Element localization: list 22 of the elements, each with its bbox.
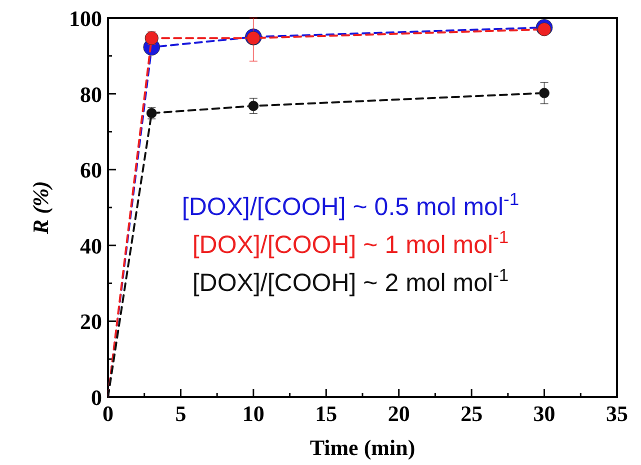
y-tick-label: 100	[69, 6, 102, 31]
point	[537, 22, 552, 36]
text: [DOX]/[COOH] ~ 1 mol mol$^{-1}$	[192, 227, 509, 259]
text: [DOX]/[COOH] ~ 2 mol mol$^{-1}$	[192, 265, 509, 297]
x-tick-label: 10	[242, 401, 264, 426]
point	[539, 88, 550, 98]
x-tick-label: 25	[460, 401, 483, 426]
y-tick-label: 0	[91, 385, 102, 410]
x-tick-label: 30	[533, 401, 556, 426]
y-tick-label: 20	[80, 309, 102, 334]
x-tick-label: 35	[606, 401, 628, 426]
series-label: [DOX]/[COOH] ~ 0.5 mol mol$^{-1}$	[182, 189, 520, 221]
x-axis-title: Time (min)	[310, 435, 416, 460]
x-tick-label: 15	[315, 401, 338, 426]
x-tick-label: 20	[388, 401, 410, 426]
y-tick-label: 60	[80, 158, 102, 183]
y-tick-label: 80	[80, 82, 102, 107]
x-tick-label: 5	[175, 401, 186, 426]
point	[248, 100, 259, 112]
y-tick-label: 40	[80, 233, 102, 258]
y-axis-title: R (%)	[28, 180, 53, 236]
point	[144, 31, 158, 45]
